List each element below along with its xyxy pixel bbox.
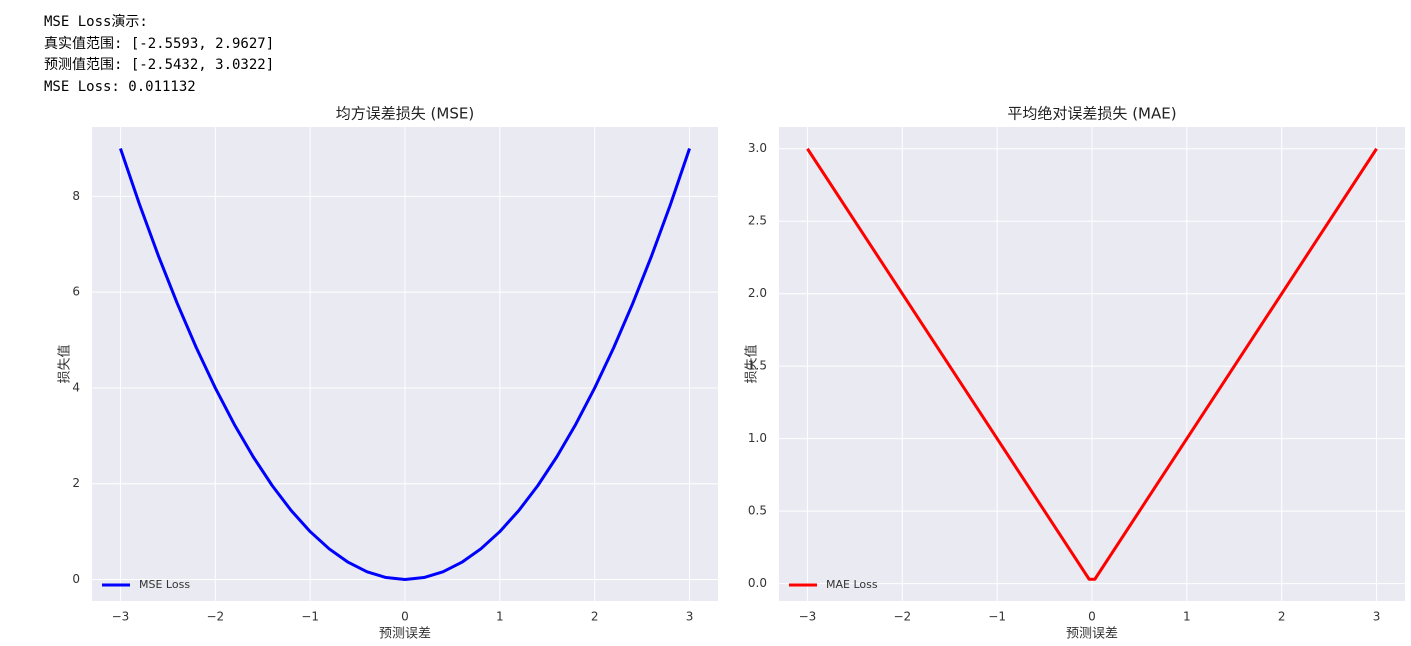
x-tick-label: 2 [591,610,599,624]
y-tick-label: 1.5 [748,359,767,373]
x-tick-label: −2 [206,610,224,624]
output-line: MSE Loss: 0.011132 [44,78,196,95]
x-tick-label: −1 [301,610,319,624]
x-tick-label: −2 [893,610,911,624]
y-tick-label: 3.0 [748,141,767,155]
y-tick-label: 6 [72,285,80,299]
x-tick-label: −3 [799,610,817,624]
x-tick-label: 1 [1183,610,1191,624]
x-tick-label: −1 [988,610,1006,624]
y-tick-label: 2.0 [748,286,767,300]
legend-label: MSE Loss [139,578,190,591]
x-tick-label: 1 [496,610,504,624]
y-axis-label: 损失值 [744,344,760,383]
output-line: 预测值范围: [-2.5432, 3.0322] [44,57,275,73]
line [119,148,691,581]
y-tick-label: 4 [72,380,80,394]
y-axis-label: 损失值 [57,344,73,383]
y-tick-label: 2.5 [748,214,767,228]
x-tick-label: 3 [1373,610,1381,624]
output-text: MSE Loss演示: 真实值范围: [-2.5593, 2.9627] 预测值范围… [44,12,274,98]
y-tick-label: 2 [72,476,80,490]
output-line: 真实值范围: [-2.5593, 2.9627] [44,35,275,52]
y-tick-label: 0.0 [748,576,767,590]
y-tick-label: 0 [72,572,80,586]
output-line: MSE Loss演示: [44,14,148,30]
x-axis-label: 预测误差 [1066,627,1118,642]
chart-title: 均方误差损失 (MSE) [336,105,474,123]
x-axis-label: 预测误差 [379,627,431,642]
x-tick-label: 2 [1278,610,1286,624]
y-tick-label: 8 [72,189,80,203]
x-tick-label: 3 [686,610,694,624]
line [806,147,1378,581]
x-tick-label: 0 [401,610,409,624]
y-tick-label: 0.5 [748,504,767,518]
chart-title: 平均绝对误差损失 (MAE) [1007,105,1176,123]
x-tick-label: −3 [112,610,130,624]
y-tick-label: 1.0 [748,431,767,445]
legend-label: MAE Loss [826,578,878,591]
x-tick-label: 0 [1088,610,1096,624]
